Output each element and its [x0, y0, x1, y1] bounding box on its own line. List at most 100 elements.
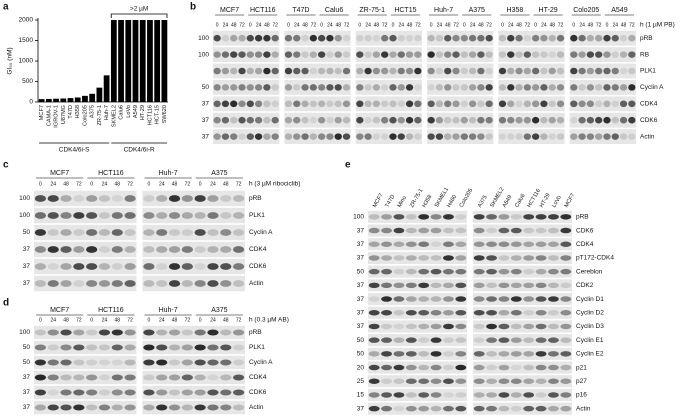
blot-strip: [498, 47, 565, 62]
blot-band: [381, 214, 393, 220]
blot-band: [405, 227, 417, 234]
blot-band: [168, 389, 181, 396]
blot-band: [515, 133, 523, 140]
panel-letter: c: [3, 160, 9, 171]
blot-band: [397, 133, 405, 140]
blot-band: [60, 374, 72, 381]
mw-marker: 37: [357, 405, 365, 412]
blot-band: [442, 214, 454, 220]
blot-band: [430, 310, 442, 316]
bar: [118, 20, 124, 102]
cell-line: ZR-75-1: [359, 7, 385, 14]
blot-band: [619, 84, 628, 91]
blot-band: [181, 329, 193, 336]
blot-strip: [355, 129, 422, 144]
blot-band: [523, 255, 535, 261]
blot-strip: [473, 210, 572, 223]
timepoint: 0: [501, 22, 504, 28]
blot-band: [414, 116, 422, 124]
blot-band: [611, 51, 619, 58]
blot-band: [510, 296, 522, 302]
blot-band: [560, 405, 572, 412]
blot-band: [238, 67, 246, 75]
blot-band: [326, 133, 334, 140]
blot-band: [418, 378, 430, 384]
blot-band: [368, 337, 380, 343]
blot-band: [535, 405, 547, 412]
blot-band: [603, 116, 611, 124]
blot-band: [397, 100, 405, 108]
blot-band: [246, 116, 254, 124]
blot-band: [547, 405, 559, 412]
blot-band: [430, 337, 442, 343]
blot-band: [34, 374, 47, 381]
blot-band: [309, 84, 318, 91]
blot-band: [73, 195, 85, 202]
blot-band: [578, 133, 586, 140]
blot-band: [284, 67, 293, 75]
blot-band: [34, 229, 47, 236]
blot-strip: [284, 80, 351, 95]
mw-marker: 50: [357, 351, 365, 358]
blot-band: [309, 133, 318, 140]
mw-marker: 37: [202, 117, 210, 124]
blot-band: [442, 227, 454, 234]
blot-band: [98, 246, 111, 253]
timepoint: 48: [516, 22, 522, 28]
blot-band: [531, 100, 540, 108]
blot-band: [452, 51, 460, 58]
blot-band: [477, 34, 485, 42]
blot-band: [460, 100, 468, 108]
blot-band: [393, 255, 405, 261]
blot-band: [381, 392, 393, 398]
blot-band: [455, 241, 467, 247]
timepoint: 72: [486, 22, 492, 28]
blot-band: [486, 310, 498, 316]
blot-band: [531, 34, 540, 42]
blot-band: [498, 364, 510, 371]
blot-band: [427, 34, 435, 42]
cell-line: MCF7: [564, 193, 577, 209]
blot-band: [124, 374, 136, 381]
blot-band: [547, 378, 559, 384]
blot-band: [535, 351, 547, 357]
blot-band: [156, 195, 168, 202]
blot-band: [232, 389, 245, 396]
blot-band: [473, 310, 485, 316]
blot-band: [586, 133, 595, 140]
blot-band: [232, 374, 245, 381]
blot-band: [381, 84, 389, 91]
blot-band: [309, 34, 318, 42]
mw-marker: 37: [202, 101, 210, 108]
blot-band: [477, 133, 485, 140]
blot-band: [430, 323, 442, 330]
blot-band: [560, 323, 572, 330]
blot-band: [418, 296, 430, 302]
blot-band: [603, 133, 611, 140]
blot-band: [213, 34, 221, 42]
blot-band: [540, 116, 548, 124]
blot-band: [156, 374, 168, 381]
blot-band: [578, 51, 586, 58]
blot-band: [473, 296, 485, 302]
mw-marker: 50: [23, 359, 31, 366]
blot-strip: [473, 293, 572, 306]
blot-band: [540, 51, 548, 58]
timepoint: 72: [185, 181, 191, 187]
blot-band: [254, 84, 263, 91]
blot-band: [47, 229, 59, 236]
blot-strip: [34, 190, 137, 207]
blot-band: [485, 34, 493, 42]
blot-band: [181, 359, 193, 366]
blot-strip: [142, 207, 245, 224]
blot-strip: [498, 129, 565, 144]
blot-band: [473, 364, 485, 371]
blot-strip: [34, 340, 137, 355]
timepoint: 24: [223, 22, 229, 28]
blot-band: [510, 310, 522, 316]
blot-band: [405, 323, 417, 330]
timepoint: 72: [127, 181, 133, 187]
timepoint: 72: [185, 317, 191, 323]
protein-label: p16: [576, 392, 587, 399]
blot-band: [194, 212, 206, 219]
